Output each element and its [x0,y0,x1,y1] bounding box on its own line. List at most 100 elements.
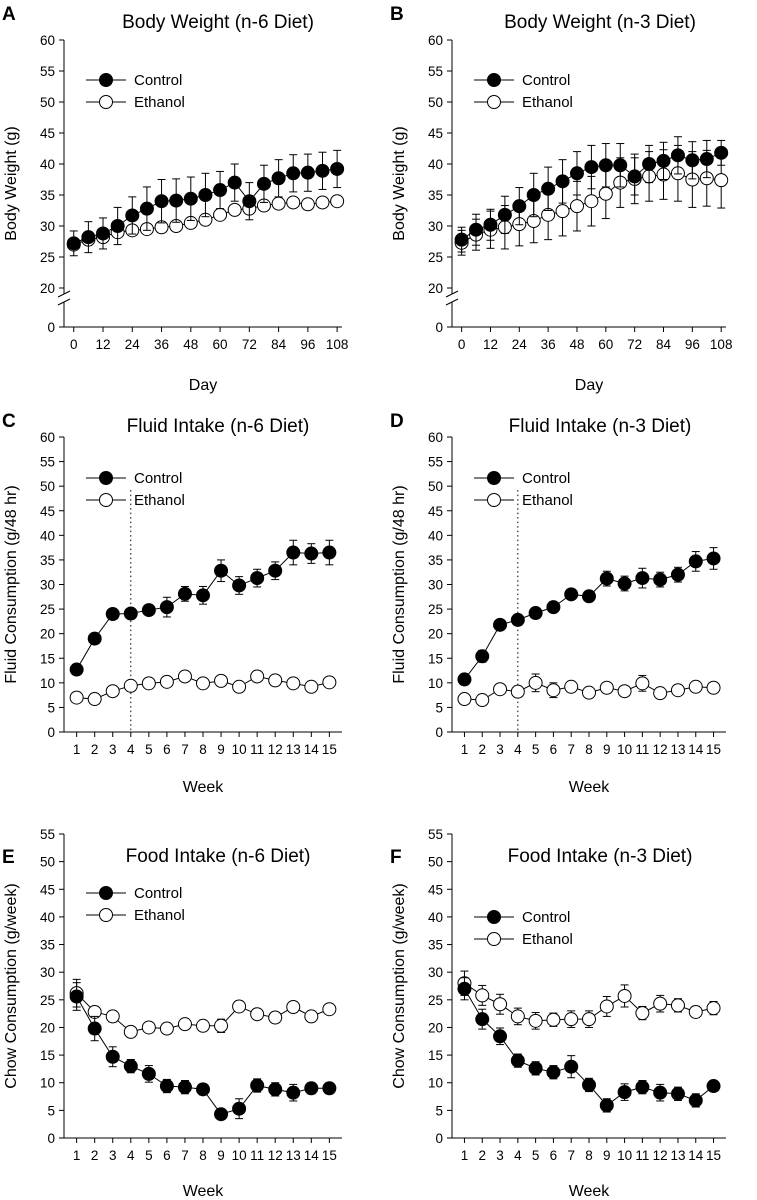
y-axis-label: Chow Consumption (g/week) [3,883,20,1088]
data-point [322,1081,337,1096]
y-tick-label: 60 [40,430,55,445]
data-point [546,1065,561,1080]
data-point [96,226,111,241]
data-point [227,175,242,190]
panel-letter: F [390,847,402,868]
x-axis-label: Day [575,377,603,394]
data-point [642,157,657,171]
data-point [250,1078,265,1093]
x-tick-label: 72 [627,337,642,352]
data-point [598,186,613,201]
y-axis-label: Chow Consumption (g/week) [391,883,408,1088]
data-point [213,183,228,198]
data-point [81,230,96,245]
data-point [268,673,283,688]
x-tick-label: 2 [91,1148,99,1163]
data-point [598,158,613,173]
y-tick-label: 10 [428,1076,443,1091]
x-tick-label: 4 [514,742,522,757]
data-point [87,631,102,646]
data-point [154,194,169,209]
data-point [706,1079,721,1094]
x-tick-label: 84 [656,337,672,352]
data-point [141,1020,156,1035]
data-point [714,145,729,160]
y-tick-label: 45 [40,126,55,141]
data-point [546,600,561,615]
legend-item: Control [474,470,570,487]
data-point [123,678,138,693]
y-tick-label: 30 [40,219,55,234]
x-tick-label: 13 [286,1148,301,1163]
x-tick-label: 10 [232,742,247,757]
y-tick-label: 0 [47,1131,55,1146]
data-point [528,1061,543,1076]
x-tick-label: 4 [127,1148,135,1163]
data-point [232,999,247,1014]
data-point [183,191,198,206]
data-point [653,996,668,1011]
data-point [613,158,628,173]
x-tick-label: 3 [496,1148,504,1163]
data-point [105,607,120,621]
data-point [546,1012,561,1027]
data-point [714,173,729,188]
legend-marker [487,910,501,924]
series-ethanol [69,669,337,707]
x-tick-label: 13 [286,742,301,757]
data-point [322,675,337,690]
y-tick-label: 20 [428,627,443,642]
data-point [497,207,512,222]
y-tick-label: 20 [428,1020,443,1035]
data-point [213,207,228,222]
data-point [569,166,584,181]
y-tick-label: 25 [428,993,443,1008]
legend-item: Ethanol [86,907,185,924]
data-point [599,571,614,586]
legend-marker [487,493,501,507]
series-ethanol [69,978,337,1039]
y-tick-label: 25 [428,602,443,617]
legend-marker [99,908,113,922]
x-axis-label: Week [183,1183,225,1200]
data-point [510,1053,525,1068]
data-point [214,673,229,688]
x-tick-label: 11 [635,742,649,757]
legend-label: Control [522,909,570,926]
data-point [475,1012,490,1027]
data-point [286,676,301,691]
x-tick-label: 11 [635,1148,649,1163]
data-point [688,679,703,694]
legend-label: Ethanol [134,907,185,924]
x-axis-label: Week [183,779,225,796]
data-point [159,1021,174,1036]
x-tick-label: 5 [532,742,540,757]
data-point [546,683,561,698]
data-point [493,617,508,632]
data-point [105,1049,120,1064]
y-tick-label: 35 [40,938,55,953]
data-point [271,171,286,186]
data-point [617,576,632,591]
data-point [617,1085,632,1100]
y-tick-label: 40 [428,528,443,543]
y-tick-label: 10 [40,676,55,691]
data-point [196,1082,210,1097]
x-tick-label: 0 [70,337,78,352]
data-point [528,1013,543,1028]
y-tick-label: 25 [40,250,55,265]
x-tick-label: 10 [617,742,632,757]
data-point [123,1059,138,1074]
y-tick-label: 35 [40,188,55,203]
data-point [196,588,210,603]
data-point [510,1009,525,1024]
x-tick-label: 5 [145,742,153,757]
legend-label: Control [134,470,182,487]
data-point [469,222,484,237]
data-point [271,196,286,211]
y-tick-label: 45 [40,504,55,519]
y-tick-label: 60 [40,33,55,48]
x-tick-label: 24 [125,337,141,352]
data-point [66,236,81,251]
